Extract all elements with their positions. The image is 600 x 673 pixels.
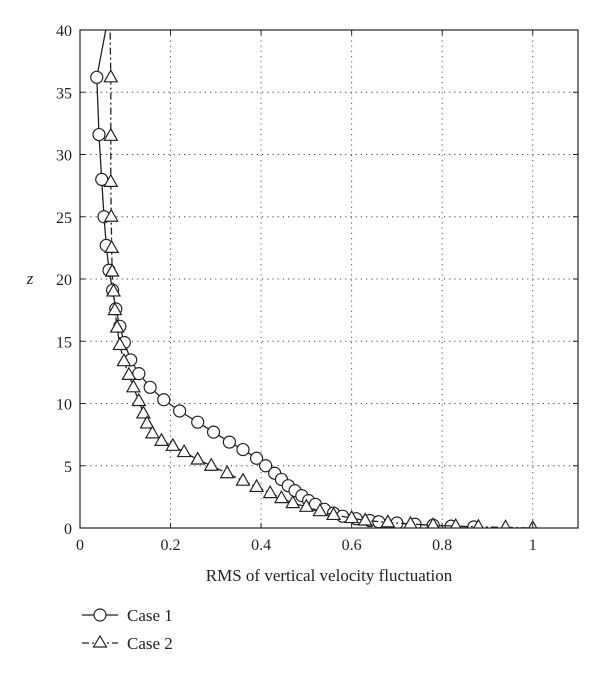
data-point-triangle [380,514,396,528]
series-line-case-1 [96,30,474,528]
data-point-circle [222,435,236,449]
data-point-circle [157,393,171,407]
data-point-triangle [121,366,137,380]
data-point-circle [143,380,157,394]
legend-label-case-1: Case 1 [127,606,173,625]
y-axis-title: z [26,269,34,288]
data-point-triangle [144,425,160,439]
data-point-circle [92,127,106,142]
y-tick-label: 35 [56,85,72,102]
x-tick-label: 0.8 [432,537,452,554]
data-point-triangle [500,519,511,528]
y-tick-label: 25 [56,210,72,227]
data-point-circle [90,70,104,84]
data-point-triangle [312,502,328,517]
y-tick-label: 15 [56,334,72,351]
data-point-triangle [285,494,301,509]
data-point-triangle [125,379,141,393]
legend-marker-circle-icon [93,608,107,622]
data-point-triangle [357,512,373,526]
x-tick-label: 0.2 [161,537,181,554]
data-point-triangle [103,127,119,141]
data-point-triangle [105,283,122,297]
data-point-triangle [190,451,206,465]
data-point-triangle [116,352,132,367]
data-point-triangle [249,478,265,493]
data-point-triangle [450,517,462,528]
legend: Case 1 Case 2 [82,606,173,653]
plot-frame [79,29,579,529]
data-point-triangle [103,208,119,222]
data-point-triangle [107,301,123,316]
x-tick-label: 0.6 [342,537,362,554]
legend-item-case-2: Case 2 [82,634,173,653]
data-point-circle [173,404,187,418]
data-point-triangle [139,415,155,429]
data-point-triangle [103,173,119,187]
x-tick-label: 0.4 [251,537,271,554]
data-point-circle [132,367,146,381]
data-point-triangle [344,509,360,524]
data-point-triangle [112,336,128,351]
data-point-circle [259,459,273,473]
data-point-triangle [235,472,251,486]
data-point-triangle [165,437,181,451]
series-case-1 [90,30,481,528]
y-tick-label: 30 [56,148,72,165]
legend-item-case-1: Case 1 [82,606,173,625]
legend-marker-triangle-icon [92,634,108,648]
data-point-triangle [273,489,289,504]
data-point-circle [249,451,264,465]
data-point-triangle [403,515,418,528]
data-point-triangle [153,432,170,446]
x-axis-title: RMS of vertical velocity fluctuation [206,566,453,585]
data-point-circle [236,442,250,457]
data-point-triangle [219,465,235,479]
data-point-triangle [104,263,120,277]
data-point-triangle [325,506,342,521]
series-layer [90,30,538,528]
data-point-triangle [103,69,119,83]
data-point-circle [206,425,221,439]
data-point-triangle [298,498,314,512]
y-tick-label: 20 [56,272,72,289]
data-point-triangle [176,443,192,458]
data-point-triangle [203,457,219,471]
data-point-circle [191,415,205,429]
series-case-2 [103,30,538,528]
grid [80,30,578,528]
y-tick-label: 5 [64,459,72,476]
data-point-triangle [109,319,125,333]
data-point-triangle [104,239,120,253]
series-line-case-2 [109,30,533,528]
data-point-triangle [135,405,151,419]
x-tick-label: 0 [76,537,84,554]
data-point-triangle [426,517,440,528]
y-tick-label: 40 [56,23,72,40]
y-tick-label: 10 [56,397,72,414]
data-point-triangle [131,392,147,407]
data-point-triangle [262,484,278,499]
y-tick-label: 0 [64,521,72,538]
legend-label-case-2: Case 2 [127,634,173,653]
data-point-triangle [473,518,484,528]
x-tick-label: 1 [529,537,537,554]
